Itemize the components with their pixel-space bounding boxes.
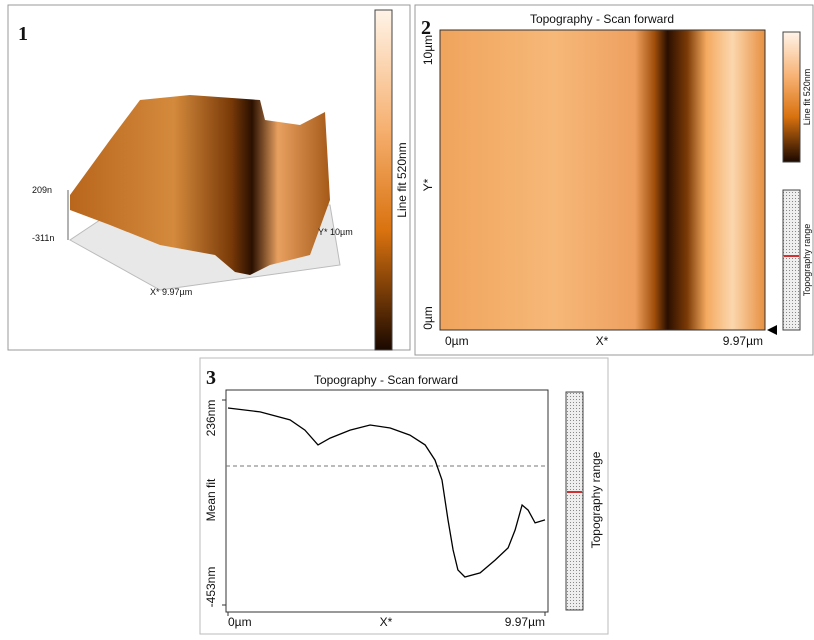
screenshot: 1 209n -311n Y* 10µm X* 9.97µm Line fit … — [0, 0, 814, 635]
y-axis-label: Mean fit — [204, 478, 218, 521]
panel-3: 3 Topography - Scan forward Mean fit X* … — [200, 358, 608, 634]
y-top-label: 10µm — [421, 35, 435, 65]
y-axis-label: Y* — [421, 178, 435, 191]
panel-2: 2 Topography - Scan forward 10µm Y* 0µm … — [415, 5, 813, 355]
range-label: Topography range — [589, 451, 603, 548]
colorbar-label: Line fit 520nm — [802, 69, 812, 126]
y-bottom-label: 0µm — [421, 306, 435, 330]
panel-number: 1 — [18, 23, 28, 45]
x-left-label: 0µm — [445, 334, 469, 348]
range-label: Topography range — [802, 224, 812, 297]
range-bar — [566, 392, 583, 610]
x-axis-label: X* — [380, 615, 393, 629]
z-bottom-label: -311n — [32, 233, 54, 243]
y-tick-label: -453nm — [204, 567, 218, 608]
y-tick-label: 236nm — [204, 400, 218, 437]
colorbar-label: Line fit 520nm — [395, 142, 409, 217]
x-tick-label: 9.97µm — [505, 615, 545, 629]
colorbar — [375, 10, 392, 350]
panel-1: 1 209n -311n Y* 10µm X* 9.97µm Line fit … — [8, 5, 410, 350]
colorbar — [783, 32, 800, 162]
plot-area — [226, 390, 548, 612]
x-right-label: 9.97µm — [723, 334, 763, 348]
y-axis-label: Y* 10µm — [318, 227, 353, 237]
range-bar — [783, 190, 800, 330]
z-top-label: 209n — [32, 185, 52, 195]
x-axis-label: X* — [596, 334, 609, 348]
x-tick-label: 0µm — [228, 615, 252, 629]
x-axis-label: X* 9.97µm — [150, 287, 192, 297]
panel-title: Topography - Scan forward — [314, 373, 458, 387]
panel-number: 3 — [206, 367, 216, 389]
topography-image — [440, 30, 765, 330]
panel-title: Topography - Scan forward — [530, 12, 674, 26]
